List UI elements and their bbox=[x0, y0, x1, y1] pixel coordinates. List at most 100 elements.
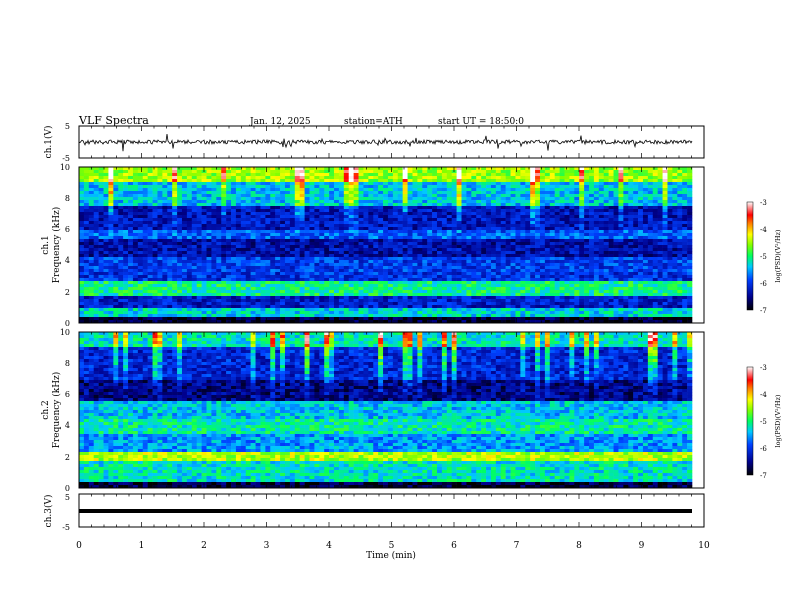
ch1-spectrogram-cell bbox=[246, 233, 251, 236]
ch1-spectrogram-cell bbox=[354, 275, 359, 278]
ch1-spectrogram-cell bbox=[99, 170, 104, 173]
ch1-spectrogram-cell bbox=[388, 272, 393, 275]
ch1-spectrogram-cell bbox=[535, 188, 540, 191]
ch1-spectrogram-cell bbox=[422, 206, 427, 209]
ch1-spectrogram-cell bbox=[241, 242, 246, 245]
ch1-spectrogram-cell bbox=[408, 218, 413, 221]
ch1-spectrogram-cell bbox=[79, 203, 84, 206]
ch1-spectrogram-cell bbox=[393, 263, 398, 266]
ch1-spectrogram-cell bbox=[403, 179, 408, 182]
ch1-spectrogram-cell bbox=[349, 218, 354, 221]
ch1-spectrogram-cell bbox=[324, 230, 329, 233]
ch1-spectrogram-cell bbox=[305, 212, 310, 215]
ch1-spectrogram-cell bbox=[79, 209, 84, 212]
ch1-spectrogram-cell bbox=[618, 242, 623, 245]
ch1-spectrogram-cell bbox=[295, 266, 300, 269]
ch1-spectrogram-cell bbox=[506, 224, 511, 227]
ch1-spectrogram-cell bbox=[614, 203, 619, 206]
ch1-spectrogram-cell bbox=[344, 266, 349, 269]
ch1-spectrogram-cell bbox=[466, 206, 471, 209]
ch1-spectrogram-cell bbox=[515, 269, 520, 272]
ch1-spectrogram-cell bbox=[515, 260, 520, 263]
ch1-spectrogram-cell bbox=[638, 218, 643, 221]
ch1-spectrogram-cell bbox=[574, 206, 579, 209]
ch1-spectrogram-cell bbox=[604, 191, 609, 194]
ch1-spectrogram-cell bbox=[231, 206, 236, 209]
ch1-spectrogram-cell bbox=[383, 179, 388, 182]
ch1-spectrogram-cell bbox=[99, 269, 104, 272]
ch1-spectrogram-empty-region bbox=[692, 167, 704, 323]
ch1-spectrogram-cell bbox=[133, 242, 138, 245]
ch1-spectrogram-cell bbox=[618, 269, 623, 272]
ch1-spectrogram-cell bbox=[560, 242, 565, 245]
ch1-spectrogram-cell bbox=[569, 179, 574, 182]
ch1-spectrogram-cell bbox=[94, 230, 99, 233]
ch1-spectrogram-cell bbox=[569, 239, 574, 242]
ch1-spectrogram-cell bbox=[506, 170, 511, 173]
ch1-spectrogram-cell bbox=[221, 236, 226, 239]
ch1-spectrogram-cell bbox=[133, 239, 138, 242]
ch1-spectrogram-cell bbox=[363, 281, 368, 284]
ch1-spectrogram-cell bbox=[251, 200, 256, 203]
ch1-spectrogram-cell bbox=[569, 224, 574, 227]
ch1-spectrogram-cell bbox=[687, 272, 692, 275]
ch1-spectrogram-cell bbox=[471, 236, 476, 239]
ch1-spectrogram-cell bbox=[525, 233, 530, 236]
ch1-spectrogram-cell bbox=[197, 185, 202, 188]
ch1-spectrogram-cell bbox=[79, 275, 84, 278]
ch1-spectrogram-cell bbox=[594, 179, 599, 182]
ch1-spectrogram-cell bbox=[359, 242, 364, 245]
ch1-spectrogram-cell bbox=[447, 194, 452, 197]
ch1-spectrogram-cell bbox=[672, 200, 677, 203]
ch1-spectrogram-cell bbox=[432, 254, 437, 257]
ch1-spectrogram-cell bbox=[79, 185, 84, 188]
ch1-spectrogram-cell bbox=[359, 179, 364, 182]
ch1-spectrogram-cell bbox=[388, 173, 393, 176]
ch1-spectrogram-cell bbox=[246, 176, 251, 179]
ch1-spectrogram-cell bbox=[432, 203, 437, 206]
ch1-spectrogram-cell bbox=[202, 173, 207, 176]
ch1-spectrogram-cell bbox=[226, 191, 231, 194]
ch1-spectrogram-cell bbox=[118, 179, 123, 182]
ch1-spectrogram-cell bbox=[290, 203, 295, 206]
ch1-spectrogram-cell bbox=[113, 284, 118, 287]
ch1-spectrogram-cell bbox=[275, 218, 280, 221]
ch1-spectrogram-cell bbox=[462, 236, 467, 239]
ch1-spectrogram-cell bbox=[133, 269, 138, 272]
ch1-spectrogram-cell bbox=[182, 236, 187, 239]
ch1-spectrogram-cell bbox=[275, 209, 280, 212]
ch1-spectrogram-cell bbox=[177, 269, 182, 272]
ch1-spectrogram-cell bbox=[422, 224, 427, 227]
ch1-spectrogram-cell bbox=[658, 191, 663, 194]
ch1-spectrogram-cell bbox=[628, 278, 633, 281]
ch1-spectrogram-cell bbox=[584, 236, 589, 239]
ch1-spectrogram-cell bbox=[354, 221, 359, 224]
ch1-spectrogram-cell bbox=[192, 278, 197, 281]
ch1-spectrogram-cell bbox=[491, 191, 496, 194]
ch1-spectrogram-cell bbox=[354, 269, 359, 272]
ch1-spectrogram-cell bbox=[197, 263, 202, 266]
ch1-spectrogram-cell bbox=[148, 254, 153, 257]
ch1-spectrogram-cell bbox=[412, 236, 417, 239]
ch1-spectrogram-cell bbox=[633, 176, 638, 179]
ch1-spectrogram-cell bbox=[197, 212, 202, 215]
ch1-spectrogram-cell bbox=[545, 173, 550, 176]
ch1-spectrogram-cell bbox=[157, 215, 162, 218]
ch1-spectrogram-cell bbox=[520, 275, 525, 278]
ch1-spectrogram-cell bbox=[560, 173, 565, 176]
ch1-spectrogram-cell bbox=[476, 212, 481, 215]
ch1-spectrogram-cell bbox=[623, 209, 628, 212]
ch1-spectrogram-cell bbox=[633, 272, 638, 275]
ch1-spectrogram-cell bbox=[589, 185, 594, 188]
ch1-spectrogram-cell bbox=[275, 221, 280, 224]
ch1-spectrogram-cell bbox=[378, 173, 383, 176]
ch1-spectrogram-cell bbox=[260, 278, 265, 281]
ch1-spectrogram-cell bbox=[638, 272, 643, 275]
ch1-spectrogram-cell bbox=[511, 248, 516, 251]
ch1-spectrogram-cell bbox=[182, 221, 187, 224]
ch1-spectrogram-cell bbox=[349, 200, 354, 203]
ch1-spectrogram-cell bbox=[334, 230, 339, 233]
ch1-spectrogram-cell bbox=[638, 173, 643, 176]
ch1-spectrogram-cell bbox=[584, 182, 589, 185]
ch1-spectrogram-cell bbox=[462, 176, 467, 179]
